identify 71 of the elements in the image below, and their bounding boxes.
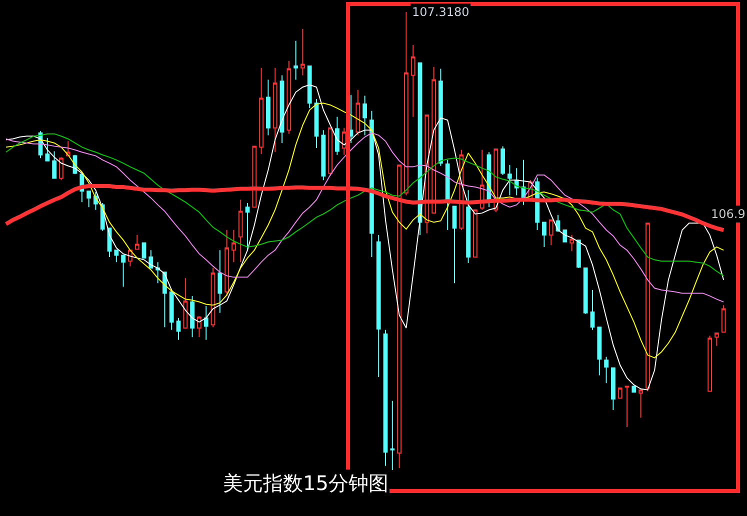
candlestick: [218, 250, 222, 314]
candlestick: [259, 67, 264, 154]
candlestick: [328, 127, 332, 176]
candlestick: [624, 386, 630, 428]
candlestick: [445, 159, 450, 231]
candlestick: [597, 326, 602, 376]
candlestick: [335, 116, 340, 156]
candlestick: [190, 295, 194, 338]
candlestick: [314, 98, 319, 149]
candlestick: [204, 306, 208, 340]
candlestick: [583, 268, 588, 314]
candlestick: [59, 156, 64, 181]
candlestick: [376, 234, 381, 378]
candlestick: [45, 137, 50, 162]
candlestick: [590, 290, 595, 330]
candlestick: [473, 209, 478, 258]
candlestick: [52, 150, 56, 179]
candlestick: [570, 234, 574, 252]
candlestick: [197, 316, 202, 338]
candlestick: [238, 199, 243, 263]
candlestick: [148, 250, 154, 269]
candlestick: [169, 291, 174, 330]
candlestick: [632, 386, 636, 393]
candlestick: [300, 28, 305, 76]
candlestick: [390, 400, 395, 470]
candlestick: [245, 202, 250, 251]
candlestick: [286, 60, 292, 134]
candlestick: [370, 110, 374, 258]
candlestick: [618, 388, 622, 399]
candlestick: [714, 332, 719, 346]
candlestick: [604, 356, 608, 384]
candlestick: [266, 79, 270, 136]
candlestick: [294, 40, 298, 80]
candlestick: [500, 146, 505, 176]
candlestick: [638, 389, 643, 418]
candlestick: [272, 67, 278, 153]
text: 美元指数15分钟图: [223, 471, 388, 495]
candlestick: [114, 250, 119, 263]
candlestick: [356, 89, 360, 136]
candlestick: [646, 222, 650, 392]
annotation: 106.9: [711, 207, 746, 221]
candlestick: [404, 12, 408, 196]
candlestick: [183, 278, 188, 329]
candlestick: [224, 230, 229, 296]
candlestick: [121, 254, 126, 288]
annotation: 107.3180: [412, 5, 470, 19]
candlestick: [438, 68, 443, 166]
candlestick: [721, 304, 726, 333]
candlestick: [542, 222, 546, 248]
candlestick: [548, 219, 554, 246]
candlestick: [162, 272, 167, 328]
candlestick: [611, 367, 616, 410]
candlestick: [232, 230, 236, 263]
candlestick: [176, 317, 181, 340]
candlestick: [156, 262, 160, 284]
candlestick: [508, 164, 512, 196]
candlestick: [134, 234, 140, 250]
candlestick: [321, 130, 326, 181]
candlestick: [362, 95, 367, 136]
candlestick: [348, 94, 354, 144]
candlestick: [576, 240, 581, 269]
candlestick: [280, 74, 284, 144]
candlestick: [708, 335, 712, 392]
candlestick: [562, 230, 568, 242]
candlestick: [142, 242, 146, 258]
candlestick: [410, 44, 416, 118]
candlestick: [86, 190, 91, 208]
candlestick: [383, 329, 388, 466]
candlestick: [466, 190, 470, 264]
candlestick: [307, 66, 312, 109]
candlestick: [452, 206, 457, 284]
